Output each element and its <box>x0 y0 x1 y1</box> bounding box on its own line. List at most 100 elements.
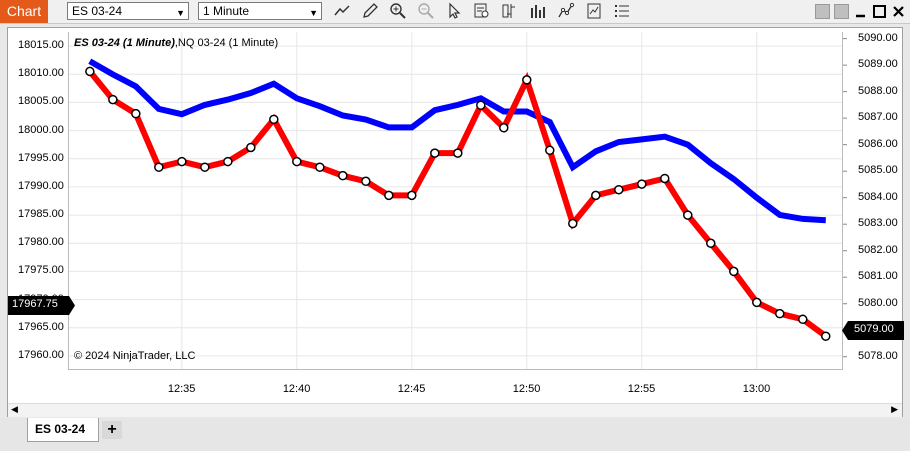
right-axis-tick-label: 5080.00 <box>858 296 898 309</box>
left-axis-tick-label: 18010.00 <box>18 67 64 80</box>
es-data-point[interactable] <box>246 142 256 153</box>
es-data-point[interactable] <box>522 75 532 85</box>
scroll-right-icon[interactable]: ▶ <box>891 404 898 414</box>
es-data-point[interactable] <box>545 145 555 156</box>
es-data-point[interactable] <box>361 176 371 187</box>
tab-es-03-24[interactable]: ES 03-24 <box>27 418 99 442</box>
interval-select[interactable]: 1 Minute ▼ <box>198 2 322 20</box>
chart-toolbar: Chart ES 03-24 ▼ 1 Minute ▼ <box>0 0 910 24</box>
right-axis-tick-label: 5085.00 <box>858 164 898 177</box>
minimize-icon[interactable] <box>853 4 868 19</box>
add-tab-button[interactable]: + <box>102 421 122 439</box>
es-data-point[interactable] <box>315 162 325 172</box>
nq-series-line[interactable] <box>88 58 826 224</box>
data-box-icon[interactable] <box>473 2 491 20</box>
es-data-point[interactable] <box>729 266 739 277</box>
es-data-point[interactable] <box>177 156 187 167</box>
es-data-point[interactable] <box>568 218 578 229</box>
right-price-marker <box>842 321 904 340</box>
scroll-left-icon[interactable]: ◀ <box>11 404 18 414</box>
es-data-point[interactable] <box>683 210 693 220</box>
left-axis-tick-label: 17975.00 <box>18 264 64 277</box>
strategies-icon[interactable] <box>557 2 575 20</box>
menu-icon[interactable] <box>613 2 631 20</box>
es-data-point[interactable] <box>798 314 808 325</box>
right-axis-tick-label: 5082.00 <box>858 243 898 256</box>
right-axis-tick-label: 5088.00 <box>858 84 898 97</box>
copyright-text: © 2024 NinjaTrader, LLC <box>74 350 196 362</box>
left-price-marker <box>8 296 75 315</box>
indicators-icon[interactable] <box>529 2 547 20</box>
es-data-point[interactable] <box>292 156 302 167</box>
chevron-down-icon: ▼ <box>176 8 185 18</box>
es-data-point[interactable] <box>476 100 486 110</box>
left-axis-tick-label: 17980.00 <box>18 236 64 249</box>
zoom-out-icon[interactable] <box>417 2 435 20</box>
right-price-marker-text: 5079.00 <box>854 323 894 335</box>
es-data-point[interactable] <box>591 190 601 201</box>
es-data-point[interactable] <box>660 173 670 184</box>
es-data-point[interactable] <box>453 148 463 158</box>
maximize-icon[interactable] <box>872 4 887 19</box>
left-axis-tick-label: 18015.00 <box>18 39 64 52</box>
instrument-select[interactable]: ES 03-24 ▼ <box>67 2 189 20</box>
plot-area <box>68 32 843 370</box>
right-axis-tick-label: 5083.00 <box>858 217 898 230</box>
instrument-select-value: ES 03-24 <box>72 4 123 18</box>
left-axis-tick-label: 17995.00 <box>18 151 64 164</box>
time-axis-tick-label: 12:55 <box>627 383 656 395</box>
left-axis-tick-label: 17990.00 <box>18 179 64 192</box>
pointer-icon[interactable] <box>445 2 463 20</box>
link-button[interactable] <box>815 4 830 19</box>
bars-style-icon[interactable] <box>501 2 519 20</box>
instrument-tab-bar <box>0 418 910 451</box>
chart-panel[interactable] <box>7 27 903 417</box>
es-data-point[interactable] <box>223 156 233 167</box>
es-data-point[interactable] <box>614 184 624 195</box>
es-data-point[interactable] <box>131 108 141 119</box>
es-data-point[interactable] <box>706 238 716 248</box>
es-data-point[interactable] <box>154 162 164 172</box>
es-data-point[interactable] <box>821 331 831 341</box>
es-data-point[interactable] <box>752 297 762 308</box>
es-data-point[interactable] <box>338 170 348 181</box>
series-legend: ES 03-24 (1 Minute),NQ 03-24 (1 Minute) <box>74 37 278 49</box>
left-axis-tick-label: 17985.00 <box>18 208 64 221</box>
right-axis-tick-label: 5087.00 <box>858 111 898 124</box>
series-separator: , <box>174 37 178 49</box>
left-axis-tick-label: 18000.00 <box>18 123 64 136</box>
time-axis-tick-label: 13:00 <box>742 383 771 395</box>
right-axis-tick-label: 5081.00 <box>858 270 898 283</box>
es-data-point[interactable] <box>269 114 279 125</box>
secondary-series-label: NQ 03-24 (1 Minute) <box>177 37 279 49</box>
zoom-in-icon[interactable] <box>389 2 407 20</box>
pencil-icon[interactable] <box>361 2 379 20</box>
horizontal-scrollbar[interactable]: ◀ ▶ <box>8 403 902 417</box>
properties-icon[interactable] <box>585 2 603 20</box>
es-data-point[interactable] <box>407 190 417 201</box>
es-data-point[interactable] <box>108 94 118 105</box>
left-axis-tick-label: 17965.00 <box>18 320 64 333</box>
instrument-link-button[interactable] <box>834 4 849 19</box>
es-data-point[interactable] <box>384 190 394 201</box>
close-icon[interactable] <box>891 4 906 19</box>
time-axis-tick-label: 12:50 <box>512 383 541 395</box>
es-data-point[interactable] <box>430 148 440 158</box>
es-data-point[interactable] <box>775 308 785 319</box>
time-axis-tick-label: 12:45 <box>397 383 426 395</box>
line-icon[interactable] <box>333 2 351 20</box>
right-axis-tick-label: 5078.00 <box>858 349 898 362</box>
es-data-point[interactable] <box>637 179 647 189</box>
time-axis-tick-label: 12:40 <box>282 383 311 395</box>
interval-select-value: 1 Minute <box>203 4 250 18</box>
chevron-down-icon: ▼ <box>309 8 318 18</box>
right-axis-tick-label: 5089.00 <box>858 58 898 71</box>
es-data-point[interactable] <box>200 162 210 172</box>
es-data-point[interactable] <box>499 123 509 133</box>
es-data-point[interactable] <box>85 66 95 77</box>
right-axis-tick-label: 5084.00 <box>858 190 898 203</box>
chart-window-label[interactable]: Chart <box>0 0 48 23</box>
right-axis-tick-label: 5090.00 <box>858 31 898 44</box>
left-axis-tick-label: 18005.00 <box>18 95 64 108</box>
